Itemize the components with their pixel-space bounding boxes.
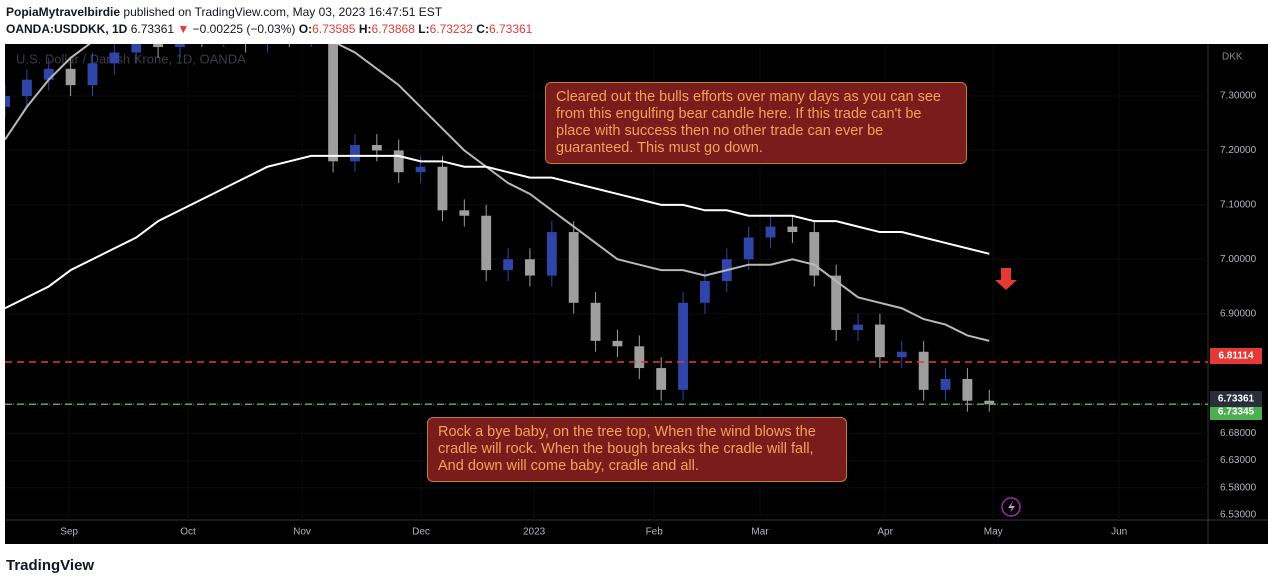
candle-body [481,215,492,271]
x-tick-label: Nov [293,527,311,538]
candle-body [612,340,623,347]
y-tick-label: 6.63000 [1220,455,1257,466]
last: 6.73361 [130,22,175,36]
candle-body [350,144,360,162]
candle-body [874,324,885,358]
author: PopiaMytravelbirdie [6,5,121,19]
y-tick-label: 6.68000 [1220,428,1257,439]
y-tick-label: 7.00000 [1220,254,1257,265]
currency: DKK [1222,52,1243,63]
candle-body [415,166,426,173]
candle-body [306,20,316,36]
candle-body [437,166,448,211]
brand: TradingView [6,557,94,574]
candle-body [503,259,513,271]
published: published on TradingView.com, May 03, 20… [123,5,443,19]
candle-body [896,351,907,358]
candle-body [525,259,535,276]
x-tick-label: Dec [412,527,430,538]
o: 6.73585 [312,22,356,36]
x-tick-label: Oct [180,527,196,538]
x-tick-label: Feb [646,527,664,538]
candle-body [371,144,382,151]
price-label-bg [1210,391,1262,407]
candle-body [5,96,10,107]
price-label: 6.73345 [1218,407,1255,418]
y-tick-label: 7.20000 [1220,145,1257,156]
price-label-bg [1210,404,1262,420]
candle-body [328,44,339,162]
candle-body [546,232,557,276]
candle-body [459,210,470,216]
c-label: C: [476,22,489,36]
candle-body [21,79,32,97]
candle-body [656,368,667,390]
x-tick-label: Apr [877,527,893,538]
candle-body [809,232,820,276]
candle-body [568,232,579,303]
x-tick-label: May [984,527,1003,538]
candle-body [984,400,995,405]
candle-body [263,31,273,42]
candle-body [743,237,754,260]
annotation: Cleared out the bulls efforts over many … [545,82,967,164]
candle-body [678,302,688,390]
candle-body [109,52,120,64]
moving-average [5,154,990,310]
candle-body [940,378,951,390]
flash-icon-bolt [1008,501,1015,513]
candle-body [634,346,645,369]
candle-body [241,25,251,41]
x-tick-label: Jun [1111,527,1127,538]
header-line-1: PopiaMytravelbirdie published on Trading… [6,5,442,19]
flash-icon [1001,497,1021,517]
candle-body [131,44,142,53]
candle-body [87,63,98,86]
h-label: H: [358,22,372,36]
moving-average [5,44,990,342]
candle-body [65,68,76,86]
price-label: 6.73361 [1218,394,1255,405]
candle-body [219,25,229,36]
candle-body [43,68,54,80]
candle-body [962,378,973,401]
header-line-2: OANDA:USDDKK, 1D 6.73361 ▼ −0.00225 (−0.… [6,22,532,36]
price-label: 6.81114 [1218,351,1253,362]
change: −0.00225 (−0.03%) [192,22,296,36]
candle-body [918,351,929,390]
candle-body [700,281,710,303]
candle-body [590,302,601,341]
candle-body [853,324,863,330]
y-tick-label: 6.90000 [1220,308,1257,319]
x-tick-label: Sep [60,527,78,538]
candle-body [831,275,842,330]
candle-body [284,31,294,36]
candle-body [175,44,185,48]
x-tick-label: 2023 [523,527,546,538]
arrow: ▼ [177,22,190,36]
h: 6.73868 [371,22,415,36]
y-tick-label: 6.58000 [1220,482,1257,493]
o-label: O: [298,22,313,36]
watermark: U.S. Dollar / Danish Krone, 1D, OANDA [16,51,246,66]
y-tick-label: 7.10000 [1220,199,1257,210]
candle-body [197,31,207,36]
y-tick-label: 6.53000 [1220,510,1257,521]
candle-body [393,150,404,173]
candle-body [787,226,798,233]
c: 6.73361 [488,22,533,36]
down-arrow-icon [995,268,1017,290]
l: 6.73232 [429,22,473,36]
y-tick-label: 7.30000 [1220,91,1257,102]
symbol: OANDA:USDDKK, 1D [6,22,128,36]
l-label: L: [418,22,430,36]
annotation: Rock a bye baby, on the tree top, When t… [427,417,847,482]
candle-body [153,44,164,48]
candle-body [765,226,776,238]
x-tick-label: Mar [751,527,769,538]
price-label-bg [1210,348,1262,364]
